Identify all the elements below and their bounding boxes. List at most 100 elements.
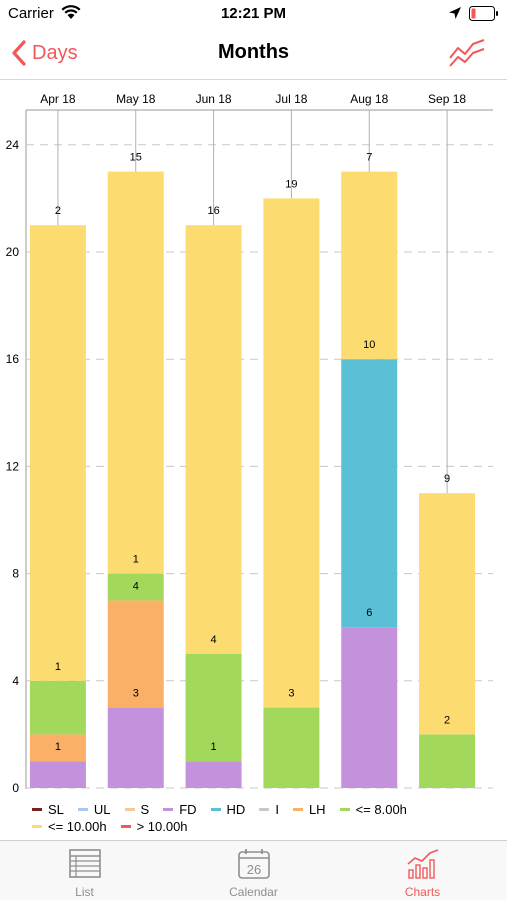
bar-segment bbox=[107, 600, 164, 708]
bar-chart-icon bbox=[406, 849, 438, 879]
tab-charts-label: Charts bbox=[404, 885, 441, 899]
legend-item: <= 10.00h bbox=[32, 818, 107, 835]
bar-segment bbox=[107, 707, 164, 788]
legend-item: HD bbox=[210, 801, 246, 818]
bar-value-label: 15 bbox=[130, 152, 142, 164]
legend-item: UL bbox=[77, 801, 111, 818]
y-tick-label: 24 bbox=[6, 138, 20, 152]
x-tick-label: Aug 18 bbox=[350, 92, 388, 106]
legend-label: S bbox=[140, 801, 150, 817]
bar-segment bbox=[341, 171, 398, 360]
legend-label: <= 8.00h bbox=[355, 801, 407, 817]
legend-label: HD bbox=[226, 801, 246, 817]
bar-value-label: 2 bbox=[55, 205, 61, 217]
tab-charts[interactable]: Charts bbox=[338, 841, 507, 900]
y-tick-label: 4 bbox=[12, 674, 19, 688]
chevron-left-icon bbox=[12, 40, 26, 66]
legend-swatch bbox=[339, 808, 350, 811]
bar-value-label: 1 bbox=[133, 554, 139, 566]
bar-value-label: 3 bbox=[133, 688, 139, 700]
bar-segment bbox=[29, 680, 86, 735]
legend-swatch bbox=[163, 808, 174, 811]
legend-label: I bbox=[275, 801, 279, 817]
legend-item: I bbox=[259, 801, 279, 818]
line-chart-icon[interactable] bbox=[448, 38, 486, 68]
legend-swatch bbox=[124, 808, 135, 811]
bar-segment bbox=[29, 761, 86, 788]
bar-segment bbox=[419, 493, 476, 735]
legend-label: LH bbox=[308, 801, 326, 817]
bar-segment bbox=[263, 707, 320, 788]
carrier-label: Carrier bbox=[8, 5, 54, 22]
status-time: 12:21 PM bbox=[220, 5, 287, 22]
tab-list[interactable]: List bbox=[0, 841, 169, 900]
calendar-day-number: 26 bbox=[246, 862, 260, 877]
x-tick-label: Jun 18 bbox=[196, 92, 232, 106]
legend-item: S bbox=[124, 801, 150, 818]
y-tick-label: 16 bbox=[6, 352, 20, 366]
legend-label: SL bbox=[48, 801, 64, 817]
bar-value-label: 1 bbox=[55, 741, 61, 753]
status-bar: Carrier 12:21 PM bbox=[0, 0, 507, 28]
bar-segment bbox=[341, 359, 398, 628]
navigation-bar: Days Months bbox=[0, 28, 507, 80]
legend-label: <= 10.00h bbox=[48, 818, 107, 834]
back-button[interactable]: Days bbox=[10, 37, 78, 69]
legend-item: FD bbox=[163, 801, 197, 818]
bar-segment bbox=[341, 627, 398, 788]
y-tick-label: 8 bbox=[12, 567, 19, 581]
legend-swatch bbox=[120, 825, 131, 828]
legend-item: <= 8.00h bbox=[339, 801, 407, 818]
battery-low-icon bbox=[469, 6, 498, 21]
legend-swatch bbox=[292, 808, 303, 811]
bar-value-label: 9 bbox=[444, 473, 450, 485]
bar-value-label: 7 bbox=[366, 152, 372, 164]
bar-value-label: 19 bbox=[285, 178, 297, 190]
bar-value-label: 2 bbox=[444, 714, 450, 726]
stacked-bar-chart: 0 4 8 12 16 20 24 Apr 18 May 18 Jun 18 Jul 18 Aug 1… bbox=[0, 82, 507, 800]
bar-value-label: 1 bbox=[211, 741, 217, 753]
bar-value-label: 4 bbox=[133, 580, 139, 592]
back-button-label: Days bbox=[32, 41, 78, 64]
x-tick-label: May 18 bbox=[116, 92, 156, 106]
bar-value-label: 6 bbox=[366, 607, 372, 619]
list-icon bbox=[68, 849, 101, 878]
bar-value-label: 1 bbox=[55, 661, 61, 673]
bar-segment bbox=[185, 654, 242, 762]
x-tick-label: Apr 18 bbox=[40, 92, 76, 106]
legend-label: FD bbox=[179, 801, 197, 817]
bar-segment bbox=[29, 734, 86, 762]
legend-swatch bbox=[259, 808, 270, 811]
tab-bar: List 26 Calendar Charts bbox=[0, 840, 507, 900]
x-tick-label: Jul 18 bbox=[275, 92, 307, 106]
y-tick-label: 0 bbox=[12, 781, 19, 795]
x-tick-label: Sep 18 bbox=[428, 92, 466, 106]
legend-item: SL bbox=[32, 801, 64, 818]
bar-segment bbox=[185, 225, 242, 654]
wifi-icon bbox=[61, 5, 81, 19]
location-arrow-icon bbox=[449, 7, 461, 19]
bar-segment bbox=[263, 198, 320, 708]
bar-segment bbox=[185, 761, 242, 788]
bar-value-label: 3 bbox=[288, 688, 294, 700]
legend-label: UL bbox=[93, 801, 111, 817]
y-tick-label: 12 bbox=[6, 459, 20, 473]
bar-segment bbox=[29, 225, 86, 681]
legend-swatch bbox=[210, 808, 221, 811]
bar-segment bbox=[419, 734, 476, 788]
legend-swatch bbox=[77, 808, 88, 811]
legend-label: > 10.00h bbox=[136, 818, 188, 834]
bar-segment bbox=[107, 573, 164, 601]
tab-calendar[interactable]: 26 Calendar bbox=[169, 841, 338, 900]
chart-legend: SL UL S FD HD I LH <= 8.00h <= 10.00h > 10.00h bbox=[32, 801, 502, 835]
legend-item: LH bbox=[292, 801, 326, 818]
bar-value-label: 16 bbox=[207, 205, 219, 217]
tab-calendar-label: Calendar bbox=[229, 885, 278, 899]
tab-list-label: List bbox=[75, 885, 94, 899]
bar-value-label: 10 bbox=[363, 339, 375, 351]
y-tick-label: 20 bbox=[6, 245, 20, 259]
legend-swatch bbox=[32, 808, 42, 811]
bar-value-label: 4 bbox=[211, 634, 217, 646]
calendar-icon: 26 bbox=[237, 849, 270, 879]
